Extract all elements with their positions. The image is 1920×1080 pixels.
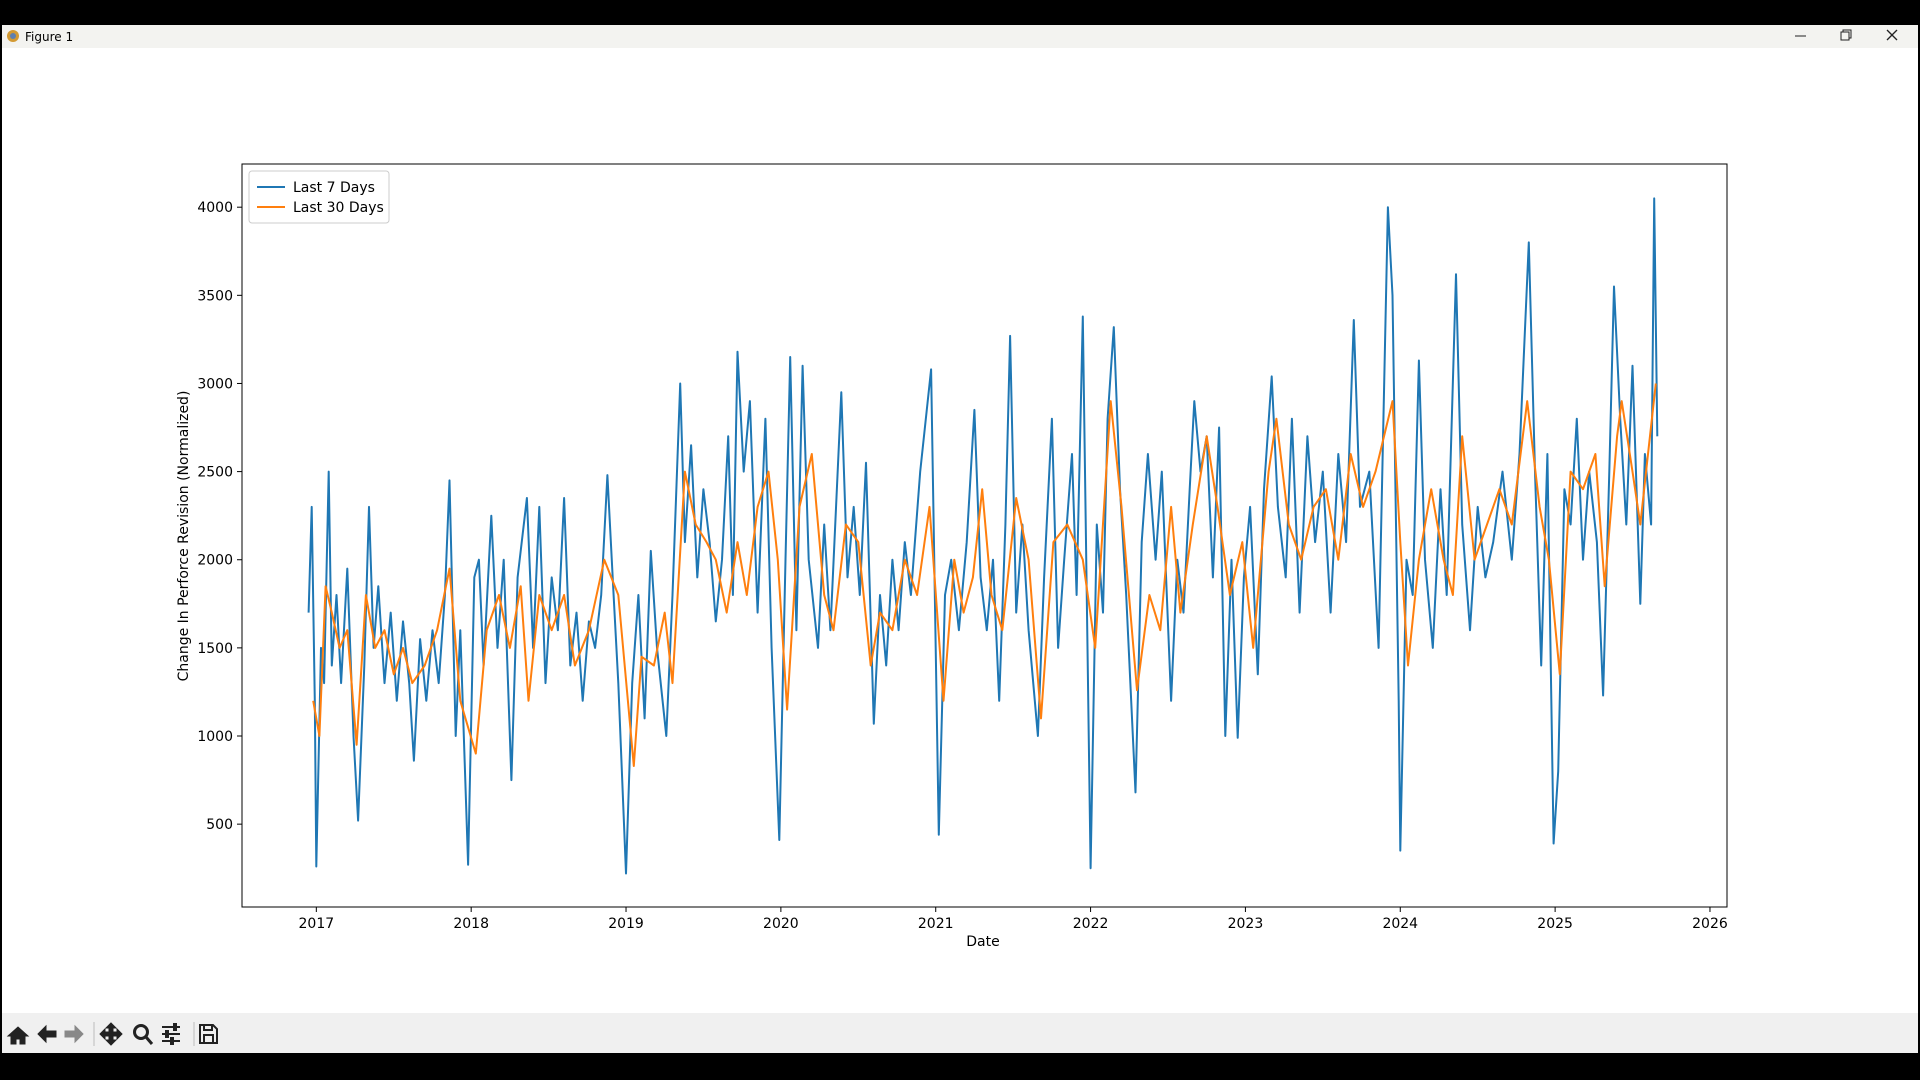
bottom-bar [0,1053,1920,1080]
legend-label: Last 30 Days [293,200,384,216]
legend-box [248,170,390,224]
y-tick-label: 4000 [197,200,233,216]
y-tick-label: 1000 [197,729,233,745]
save-button[interactable] [199,1024,218,1044]
home-button[interactable] [6,1026,30,1045]
x-tick-label: 2017 [299,916,335,932]
back-button[interactable] [37,1024,57,1044]
pan-button[interactable] [99,1022,123,1046]
chart: Date Change In Perforce Revision (Normal… [176,163,1728,950]
x-tick-label: 2024 [1382,916,1418,932]
title-bar [2,25,1918,48]
y-axis-label: Change In Perforce Revision (Normalized) [176,391,192,682]
restore-button[interactable] [1840,29,1852,41]
close-button[interactable] [1886,29,1898,41]
x-axis-label: Date [966,934,999,950]
app-icon [7,30,19,42]
window-title: Figure 1 [25,30,73,44]
x-tick-label: 2018 [453,916,489,932]
series-line [307,197,1659,875]
x-tick-label: 2021 [918,916,954,932]
y-tick-label: 3500 [197,288,233,304]
x-tick-label: 2022 [1073,916,1109,932]
legend: Last 7 Days Last 30 Days [248,170,390,224]
x-tick-label: 2019 [608,916,644,932]
toolbar [2,1013,1918,1053]
zoom-button[interactable] [133,1024,154,1045]
x-tick-label: 2025 [1537,916,1573,932]
series-line [312,383,1657,767]
x-tick-label: 2026 [1692,916,1728,932]
forward-button[interactable] [64,1024,84,1044]
axes-frame [241,163,1728,908]
configure-button[interactable] [162,1023,180,1045]
y-tick-label: 2000 [197,553,233,569]
legend-label: Last 7 Days [293,180,375,196]
y-tick-label: 2500 [197,465,233,481]
y-tick-label: 3000 [197,376,233,392]
y-tick-label: 1500 [197,641,233,657]
x-tick-label: 2020 [763,916,799,932]
y-tick-label: 500 [206,817,233,833]
x-tick-label: 2023 [1228,916,1264,932]
